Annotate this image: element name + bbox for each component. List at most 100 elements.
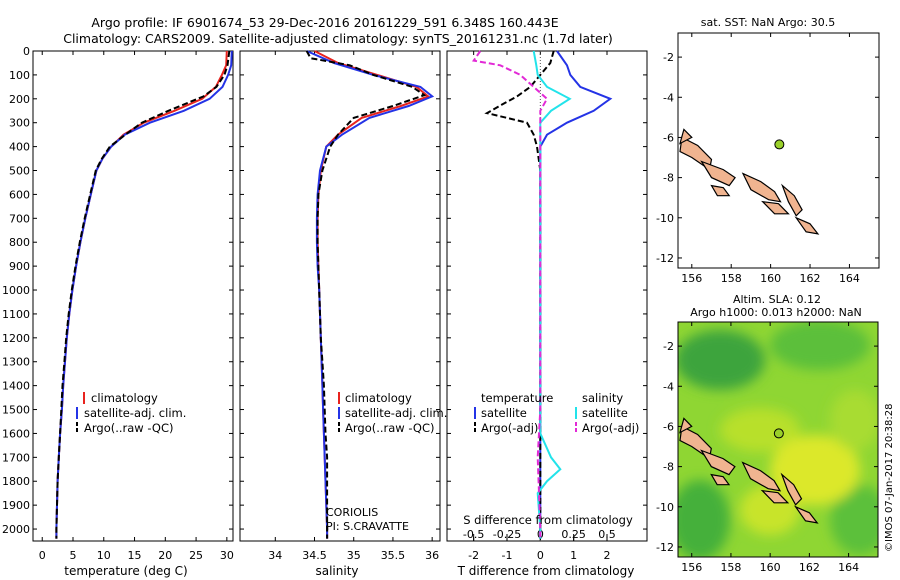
y-tick-label: 500 [9,165,30,178]
y-tick-label: 300 [9,117,30,130]
temperature-xlabel: temperature (deg C) [64,564,187,578]
y-tick-label: 200 [9,93,30,106]
map-x-tick-label: 158 [720,561,741,574]
x-tick-label: -1 [502,549,513,562]
map-y-tick-label: -10 [656,501,674,514]
map-y-tick-label: -4 [663,380,674,393]
y-tick-label: 1400 [2,380,30,393]
annotation-pi: PI: S.CRAVATTE [326,520,409,533]
argo-position-marker [774,139,785,150]
x-tick-label: 1 [570,549,577,562]
legend-label-s-argo: Argo(-adj) [582,421,639,435]
x-tick-label: 2 [604,549,611,562]
y-tick-label: 1800 [2,475,30,488]
map-y-tick-label: -12 [656,541,674,554]
island [741,461,782,492]
y-tick-label: 1600 [2,427,30,440]
island [679,417,693,434]
island [710,184,731,197]
legend-label-argo: Argo(..raw -QC) [345,421,435,435]
x-top-tick-label: -0.25 [493,528,521,541]
header-line1: Argo profile: IF 6901674_53 29-Dec-2016 … [91,15,558,30]
map-x-tick-label: 156 [681,561,702,574]
map-y-tick-label: -12 [656,252,674,265]
y-tick-label: 700 [9,212,30,225]
map-y-tick-label: -10 [656,212,674,225]
map-y-tick-label: -6 [663,131,674,144]
x-tick-label: 5 [70,549,77,562]
temperature-panel [32,50,234,542]
credit-text: ©IMOS 07-Jan-2017 20:38:28 [884,403,895,552]
x-tick-label: -2 [468,549,479,562]
x-tick-label: 36 [425,549,439,562]
map-x-tick-label: 164 [838,561,859,574]
temperature-legend: climatology satellite-adj. clim. Argo(..… [76,391,186,435]
y-tick-label: 1700 [2,451,30,464]
map-x-tick-label: 162 [799,561,820,574]
series-line-argo-raw-qc- [305,50,427,539]
map-x-tick-label: 160 [760,561,781,574]
map-y-tick-label: -8 [663,172,674,185]
salinity-xlabel: salinity [315,564,358,578]
x-top-tick-label: -0.5 [463,528,484,541]
island [700,449,736,476]
legend-label-s-satellite: satellite [582,406,628,420]
map-top-title: sat. SST: NaN Argo: 30.5 [701,16,835,29]
map-y-tick-label: -8 [663,461,674,474]
legend-label-climatology: climatology [345,391,412,405]
island [700,160,736,187]
map-x-tick-label: 158 [721,272,742,285]
island [793,505,819,524]
annotation-coriolis: CORIOLIS [326,506,378,519]
y-tick-label: 400 [9,141,30,154]
x-tick-label: 0 [537,549,544,562]
legend-title-temperature: temperature [481,391,553,405]
series-line-argo-raw-qc- [55,50,231,539]
x-tick-label: 20 [158,549,172,562]
y-tick-label: 800 [9,236,30,249]
argo-position-marker [773,428,784,439]
map-top-land [679,128,820,235]
series-line-satellite-adj-clim- [306,50,435,539]
difference-legend: temperature satellite Argo(-adj) salinit… [474,391,639,435]
x-tick-label: 10 [97,549,111,562]
x-tick-label: 34 [268,549,282,562]
y-tick-label: 2000 [2,523,30,536]
series-line-argo-adj- [484,50,555,539]
series-line-climatology [314,50,431,539]
difference-panel [446,50,648,542]
map-y-tick-label: -4 [663,91,674,104]
map-x-tick-label: 162 [800,272,821,285]
map-bottom-title1: Altim. SLA: 0.12 [733,293,821,306]
y-tick-label: 1300 [2,356,30,369]
map-x-tick-label: 160 [760,272,781,285]
salinity-panel [239,50,441,542]
y-tick-label: 1500 [2,404,30,417]
salinity-legend: climatology satellite-adj. clim. Argo(..… [338,391,447,435]
island [780,472,803,506]
y-tick-label: 1100 [2,308,30,321]
island [781,183,803,217]
header-line2: Climatology: CARS2009. Satellite-adjuste… [63,31,613,46]
difference-xlabel: T difference from climatology [457,564,635,578]
difference-top-xlabel: S difference from climatology [463,513,633,527]
map-y-tick-label: -2 [663,340,674,353]
series-line-climatology [55,50,228,539]
x-tick-label: 25 [189,549,203,562]
map-bottom-title2: Argo h1000: 0.013 h2000: NaN [690,306,862,319]
x-top-tick-label: 0.25 [561,528,586,541]
map-y-tick-label: -6 [663,420,674,433]
x-top-tick-label: 0.5 [598,528,616,541]
legend-label-t-argo: Argo(-adj) [481,421,538,435]
series-line-satellite [539,50,613,539]
legend-label-t-satellite: satellite [481,406,527,420]
map-x-tick-label: 164 [839,272,860,285]
island [761,200,790,215]
y-tick-label: 1000 [2,284,30,297]
island [679,128,693,145]
island [710,473,731,486]
island [760,489,790,504]
map-bottom-frame [677,321,879,558]
island [741,172,782,203]
map-top-frame [677,32,880,269]
